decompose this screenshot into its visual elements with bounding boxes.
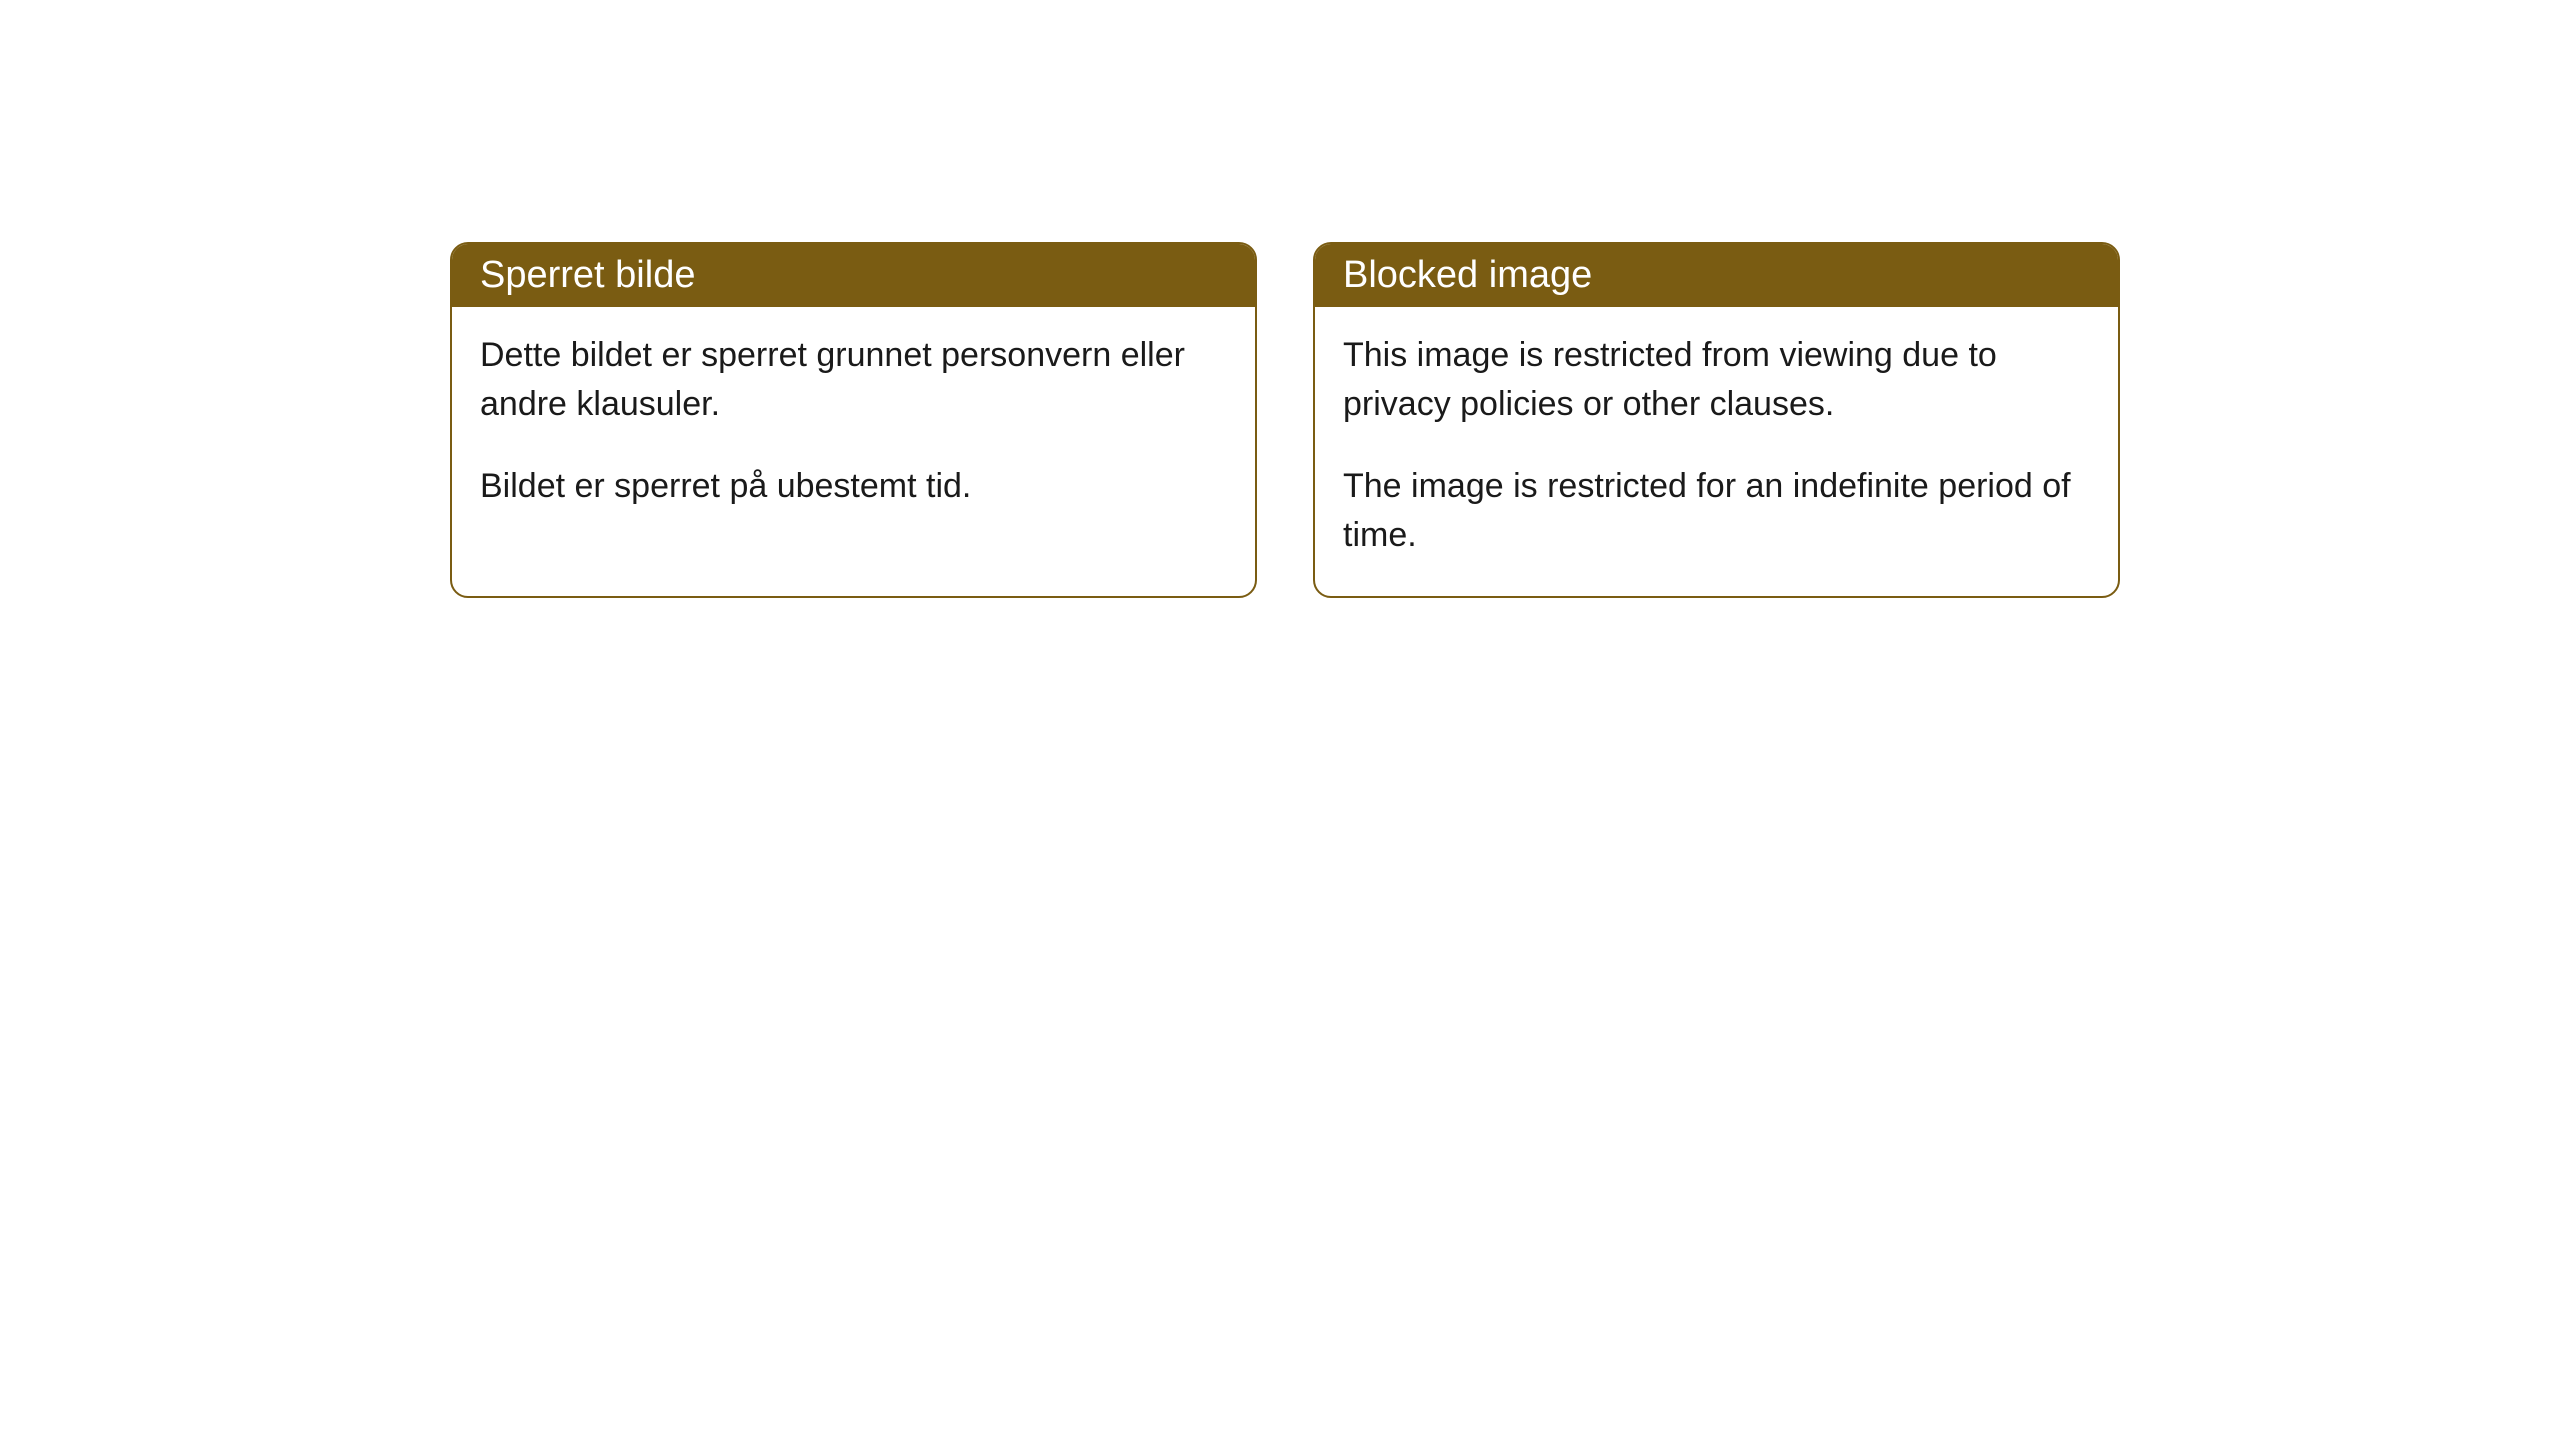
card-header-norwegian: Sperret bilde bbox=[452, 244, 1255, 307]
notice-card-english: Blocked image This image is restricted f… bbox=[1313, 242, 2120, 598]
card-paragraph-1-norwegian: Dette bildet er sperret grunnet personve… bbox=[480, 331, 1227, 430]
card-title-norwegian: Sperret bilde bbox=[480, 254, 695, 296]
card-title-english: Blocked image bbox=[1343, 254, 1592, 296]
card-body-norwegian: Dette bildet er sperret grunnet personve… bbox=[452, 307, 1255, 547]
card-paragraph-1-english: This image is restricted from viewing du… bbox=[1343, 331, 2090, 430]
card-body-english: This image is restricted from viewing du… bbox=[1315, 307, 2118, 596]
notice-card-norwegian: Sperret bilde Dette bildet er sperret gr… bbox=[450, 242, 1257, 598]
card-paragraph-2-norwegian: Bildet er sperret på ubestemt tid. bbox=[480, 462, 1227, 511]
notice-container: Sperret bilde Dette bildet er sperret gr… bbox=[450, 242, 2120, 598]
card-header-english: Blocked image bbox=[1315, 244, 2118, 307]
card-paragraph-2-english: The image is restricted for an indefinit… bbox=[1343, 462, 2090, 561]
